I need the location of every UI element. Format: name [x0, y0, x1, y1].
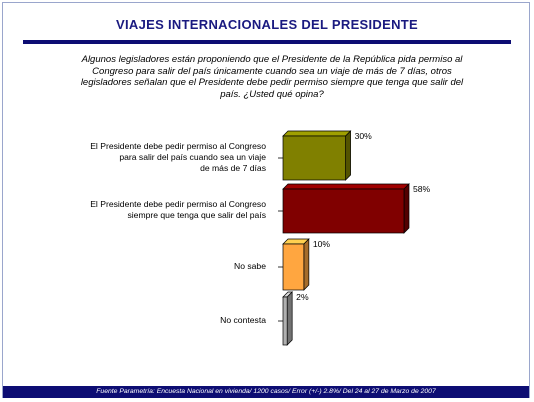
category-label: No sabe	[234, 261, 266, 272]
bar-front-face	[282, 188, 405, 234]
bar-front-face	[282, 296, 288, 346]
bar-3	[282, 238, 310, 291]
title-underline	[23, 40, 511, 44]
category-label: No contesta	[220, 315, 266, 326]
bar-side-face	[286, 291, 293, 346]
bar-side-face	[345, 130, 351, 181]
bar-side-face	[303, 238, 310, 291]
bar-front-face	[282, 135, 346, 181]
bar-side-face	[403, 183, 410, 234]
category-label-line: para salir del país cuando sea un viaje	[119, 151, 266, 162]
bar-top-face	[282, 183, 410, 190]
category-label-line: de más de 7 días	[200, 162, 266, 173]
bar-4	[282, 291, 294, 346]
category-label-line: El Presidente debe pedir permiso al Cong…	[90, 199, 266, 209]
category-label: El Presidente debe pedir permiso al Cong…	[90, 199, 266, 221]
slide-frame	[2, 2, 530, 398]
bar-2	[282, 183, 410, 234]
value-label: 30%	[354, 131, 372, 141]
category-label-line: No contesta	[220, 314, 266, 325]
source-footer: Fuente Parametría: Encuesta Nacional en …	[3, 386, 529, 398]
survey-question: Algunos legisladores están proponiendo q…	[80, 54, 464, 100]
bar-front-face	[282, 243, 305, 291]
page-title: VIAJES INTERNACIONALES DEL PRESIDENTE	[116, 17, 418, 32]
category-label-line: El Presidente debe pedir permiso al Cong…	[90, 140, 266, 151]
value-label: 2%	[296, 292, 309, 302]
category-label: El Presidente debe pedir permiso al Cong…	[90, 141, 266, 174]
category-label-line: No sabe	[233, 260, 266, 271]
value-label: 58%	[413, 184, 431, 194]
bar-1	[282, 130, 352, 181]
value-label: 10%	[312, 239, 331, 249]
bar-top-face	[282, 130, 352, 137]
category-label-line: siempre que tenga que salir del país	[127, 210, 266, 220]
